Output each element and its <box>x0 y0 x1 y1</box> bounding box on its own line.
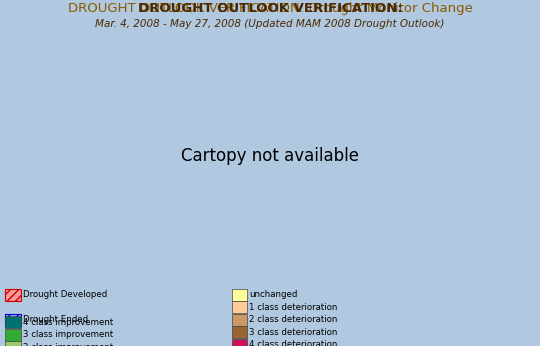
Text: Cartopy not available: Cartopy not available <box>181 147 359 165</box>
Bar <box>232 314 247 326</box>
Text: 3 class improvement: 3 class improvement <box>23 330 113 339</box>
Text: Drought Ended: Drought Ended <box>23 315 88 324</box>
Text: DROUGHT OUTLOOK VERIFICATION:: DROUGHT OUTLOOK VERIFICATION: <box>138 2 402 15</box>
Text: 2 class improvement: 2 class improvement <box>23 343 113 346</box>
Bar <box>5 329 21 341</box>
Text: Mar. 4, 2008 - May 27, 2008 (Updated MAM 2008 Drought Outlook): Mar. 4, 2008 - May 27, 2008 (Updated MAM… <box>96 19 444 29</box>
Bar <box>232 301 247 313</box>
Text: DROUGHT OUTLOOK VERIFICATION: Drought Monitor Change: DROUGHT OUTLOOK VERIFICATION: Drought Mo… <box>68 2 472 15</box>
Bar <box>5 316 21 328</box>
Bar <box>5 289 21 301</box>
Text: 2 class deterioration: 2 class deterioration <box>249 315 338 324</box>
Text: 3 class deterioration: 3 class deterioration <box>249 328 338 337</box>
Text: 4 class deterioration: 4 class deterioration <box>249 340 338 346</box>
Text: unchanged: unchanged <box>249 290 298 299</box>
Text: 1 class deterioration: 1 class deterioration <box>249 303 338 312</box>
Bar <box>232 326 247 338</box>
Bar <box>5 314 21 326</box>
Text: 4 class improvement: 4 class improvement <box>23 318 113 327</box>
Text: Drought Developed: Drought Developed <box>23 290 107 299</box>
Bar <box>232 289 247 301</box>
Bar <box>5 342 21 346</box>
Bar <box>232 339 247 346</box>
